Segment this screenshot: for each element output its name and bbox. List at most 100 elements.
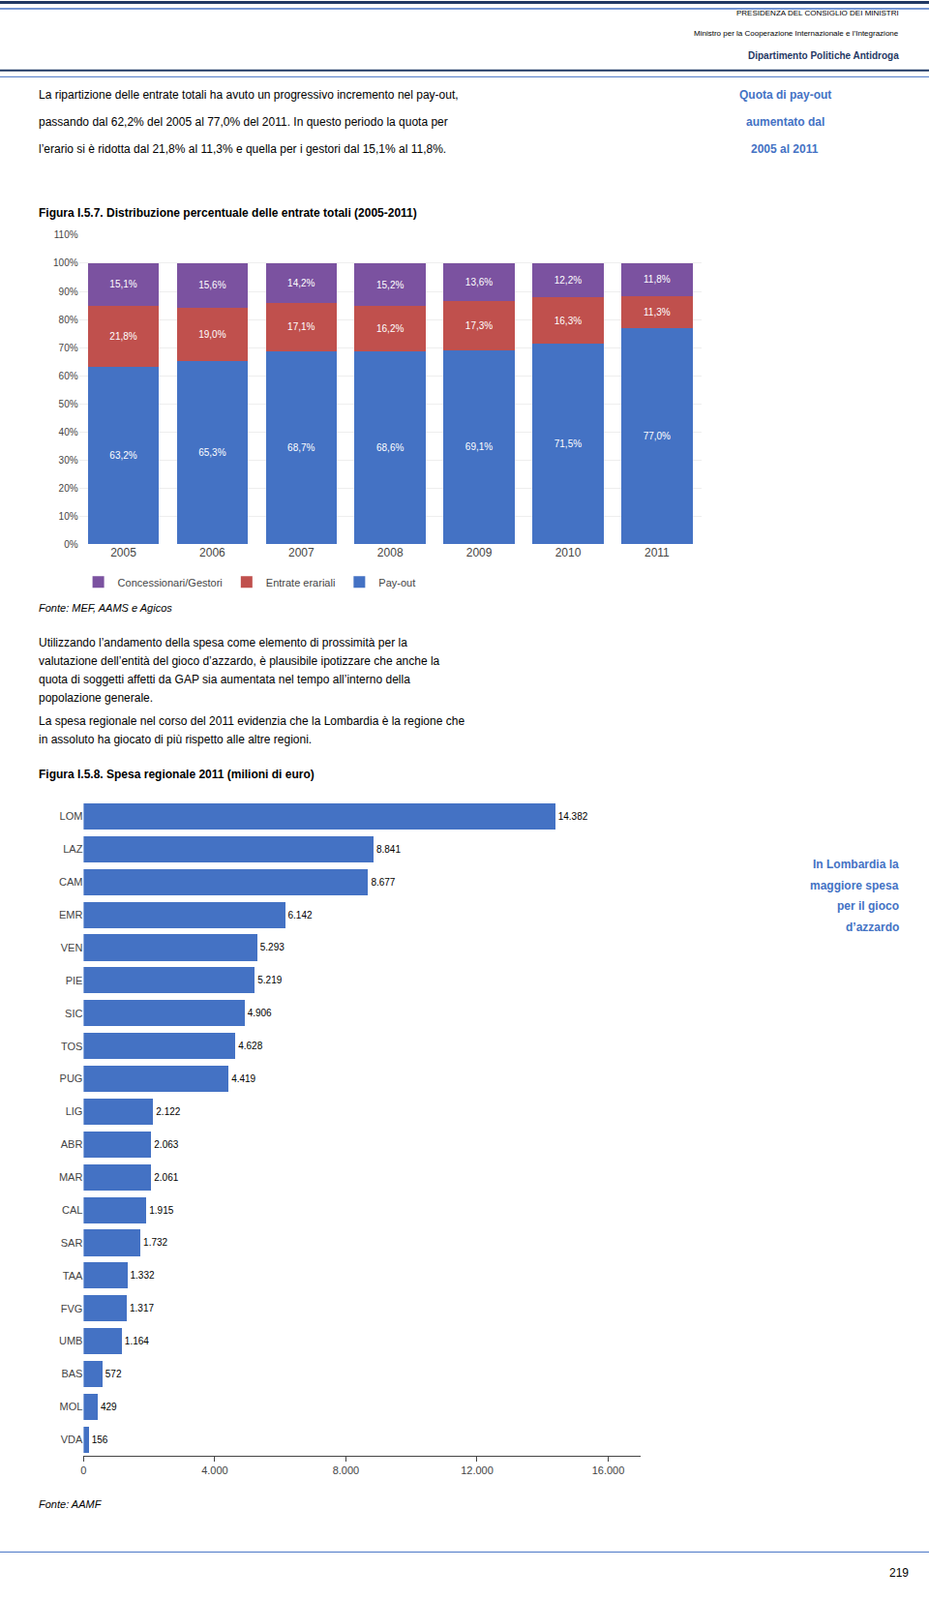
svg-text:LIG: LIG (65, 1105, 84, 1117)
svg-text:40%: 40% (59, 426, 79, 438)
svg-text:Dipartimento Politiche Antidro: Dipartimento Politiche Antidroga (748, 50, 900, 61)
svg-text:VEN: VEN (60, 941, 84, 954)
svg-text:TAA: TAA (62, 1269, 84, 1282)
svg-text:429: 429 (100, 1401, 118, 1412)
svg-text:16.000: 16.000 (592, 1464, 626, 1476)
svg-text:8.841: 8.841 (376, 843, 401, 855)
svg-text:Fonte: AAMF: Fonte: AAMF (38, 1498, 103, 1510)
svg-text:UMB: UMB (59, 1334, 83, 1347)
svg-text:PUG: PUG (59, 1072, 84, 1084)
svg-text:100%: 100% (53, 257, 79, 269)
svg-text:ABR: ABR (60, 1138, 84, 1150)
svg-text:SAR: SAR (60, 1236, 84, 1249)
svg-text:CAL: CAL (61, 1203, 83, 1216)
svg-text:EMR: EMR (59, 908, 84, 921)
svg-text:1.732: 1.732 (143, 1236, 168, 1248)
svg-text:PIE: PIE (65, 974, 84, 987)
svg-text:per il gioco: per il gioco (837, 899, 900, 913)
svg-text:20%: 20% (59, 482, 79, 494)
svg-text:17,3%: 17,3% (465, 320, 493, 331)
svg-text:572: 572 (105, 1368, 122, 1379)
svg-text:65,3%: 65,3% (198, 447, 226, 458)
svg-text:71,5%: 71,5% (554, 438, 582, 450)
svg-text:2007: 2007 (288, 545, 315, 560)
svg-text:80%: 80% (59, 314, 79, 326)
svg-text:2008: 2008 (377, 545, 404, 560)
svg-text:2.061: 2.061 (153, 1171, 179, 1183)
svg-text:70%: 70% (59, 342, 79, 354)
svg-text:219: 219 (889, 1565, 909, 1580)
svg-text:4.628: 4.628 (238, 1040, 263, 1051)
svg-text:5.293: 5.293 (260, 941, 285, 953)
svg-text:PRESIDENZA DEL CONSIGLIO DEI M: PRESIDENZA DEL CONSIGLIO DEI MINISTRI (736, 8, 900, 18)
svg-text:10%: 10% (59, 510, 79, 522)
svg-text:Figura I.5.8. Spesa regionale: Figura I.5.8. Spesa regionale 2011 (mili… (38, 767, 315, 781)
svg-text:15,2%: 15,2% (376, 279, 404, 291)
svg-text:Entrate erariali: Entrate erariali (266, 576, 336, 589)
svg-text:TOS: TOS (60, 1040, 83, 1052)
svg-text:77,0%: 77,0% (643, 430, 671, 442)
svg-text:4.906: 4.906 (247, 1007, 272, 1019)
svg-text:1.332: 1.332 (130, 1269, 155, 1281)
svg-text:4.419: 4.419 (231, 1073, 256, 1084)
svg-text:16,3%: 16,3% (554, 315, 582, 327)
svg-text:quota di soggetti affetti da G: quota di soggetti affetti da GAP sia aum… (38, 672, 411, 687)
svg-text:12,2%: 12,2% (554, 274, 582, 286)
svg-text:15,6%: 15,6% (198, 279, 226, 291)
svg-text:63,2%: 63,2% (109, 449, 137, 461)
svg-text:In Lombardia la: In Lombardia la (812, 857, 900, 871)
svg-text:2011: 2011 (644, 545, 670, 560)
svg-text:1.317: 1.317 (129, 1302, 154, 1314)
svg-text:in assoluto ha giocato di più: in assoluto ha giocato di più rispetto a… (38, 732, 312, 747)
svg-text:Ministro per la Cooperazione I: Ministro per la Cooperazione Internazion… (693, 29, 900, 38)
svg-text:6.142: 6.142 (288, 909, 313, 921)
svg-text:17,1%: 17,1% (287, 321, 315, 332)
svg-text:4.000: 4.000 (201, 1464, 229, 1476)
svg-text:68,7%: 68,7% (287, 442, 315, 453)
svg-text:2005: 2005 (110, 545, 137, 560)
svg-text:La spesa regionale nel corso d: La spesa regionale nel corso del 2011 ev… (38, 714, 465, 728)
svg-text:SIC: SIC (64, 1007, 83, 1019)
svg-text:21,8%: 21,8% (109, 330, 137, 342)
svg-text:2005 al 2011: 2005 al 2011 (750, 142, 819, 156)
svg-text:1.915: 1.915 (149, 1204, 174, 1216)
svg-text:19,0%: 19,0% (198, 329, 226, 340)
svg-text:popolazione generale.: popolazione generale. (38, 690, 153, 705)
svg-text:30%: 30% (59, 454, 79, 466)
svg-text:CAM: CAM (59, 875, 83, 888)
svg-text:8.000: 8.000 (332, 1464, 360, 1476)
svg-text:maggiore spesa: maggiore spesa (809, 878, 900, 893)
svg-text:Fonte: MEF, AAMS e Agicos: Fonte: MEF, AAMS e Agicos (38, 601, 173, 614)
svg-text:90%: 90% (59, 286, 79, 298)
svg-text:50%: 50% (59, 398, 79, 410)
svg-text:5.219: 5.219 (257, 974, 282, 986)
svg-text:8.677: 8.677 (370, 876, 395, 888)
svg-text:68,6%: 68,6% (376, 442, 404, 453)
svg-text:Pay-out: Pay-out (378, 576, 416, 589)
svg-text:2010: 2010 (555, 545, 582, 560)
svg-text:11,8%: 11,8% (643, 273, 671, 285)
svg-text:2.063: 2.063 (153, 1138, 179, 1150)
svg-text:110%: 110% (54, 229, 79, 240)
svg-text:MAR: MAR (59, 1170, 84, 1183)
svg-text:0: 0 (80, 1464, 87, 1476)
svg-text:Utilizzando l’andamento della: Utilizzando l’andamento della spesa come… (38, 635, 408, 650)
svg-text:aumentato dal: aumentato dal (746, 115, 825, 129)
svg-text:2.122: 2.122 (155, 1106, 180, 1117)
svg-text:11,3%: 11,3% (643, 306, 671, 318)
svg-text:MOL: MOL (59, 1400, 84, 1412)
svg-text:passando dal 62,2% del 2005 al: passando dal 62,2% del 2005 al 77,0% del… (38, 115, 449, 129)
svg-text:Figura I.5.7. Distribuzione pe: Figura I.5.7. Distribuzione percentuale … (38, 206, 418, 220)
svg-text:14,2%: 14,2% (287, 277, 315, 289)
svg-text:69,1%: 69,1% (465, 441, 493, 452)
svg-text:FVG: FVG (60, 1302, 84, 1315)
svg-text:60%: 60% (59, 370, 79, 382)
svg-text:14.382: 14.382 (558, 810, 589, 822)
svg-text:LAZ: LAZ (62, 842, 83, 855)
svg-text:15,1%: 15,1% (109, 278, 137, 290)
svg-text:LOM: LOM (59, 809, 84, 822)
svg-text:1.164: 1.164 (124, 1335, 150, 1347)
svg-text:BAS: BAS (60, 1367, 83, 1379)
svg-text:16,2%: 16,2% (376, 323, 404, 334)
svg-text:La ripartizione delle entrate: La ripartizione delle entrate totali ha … (38, 88, 459, 102)
